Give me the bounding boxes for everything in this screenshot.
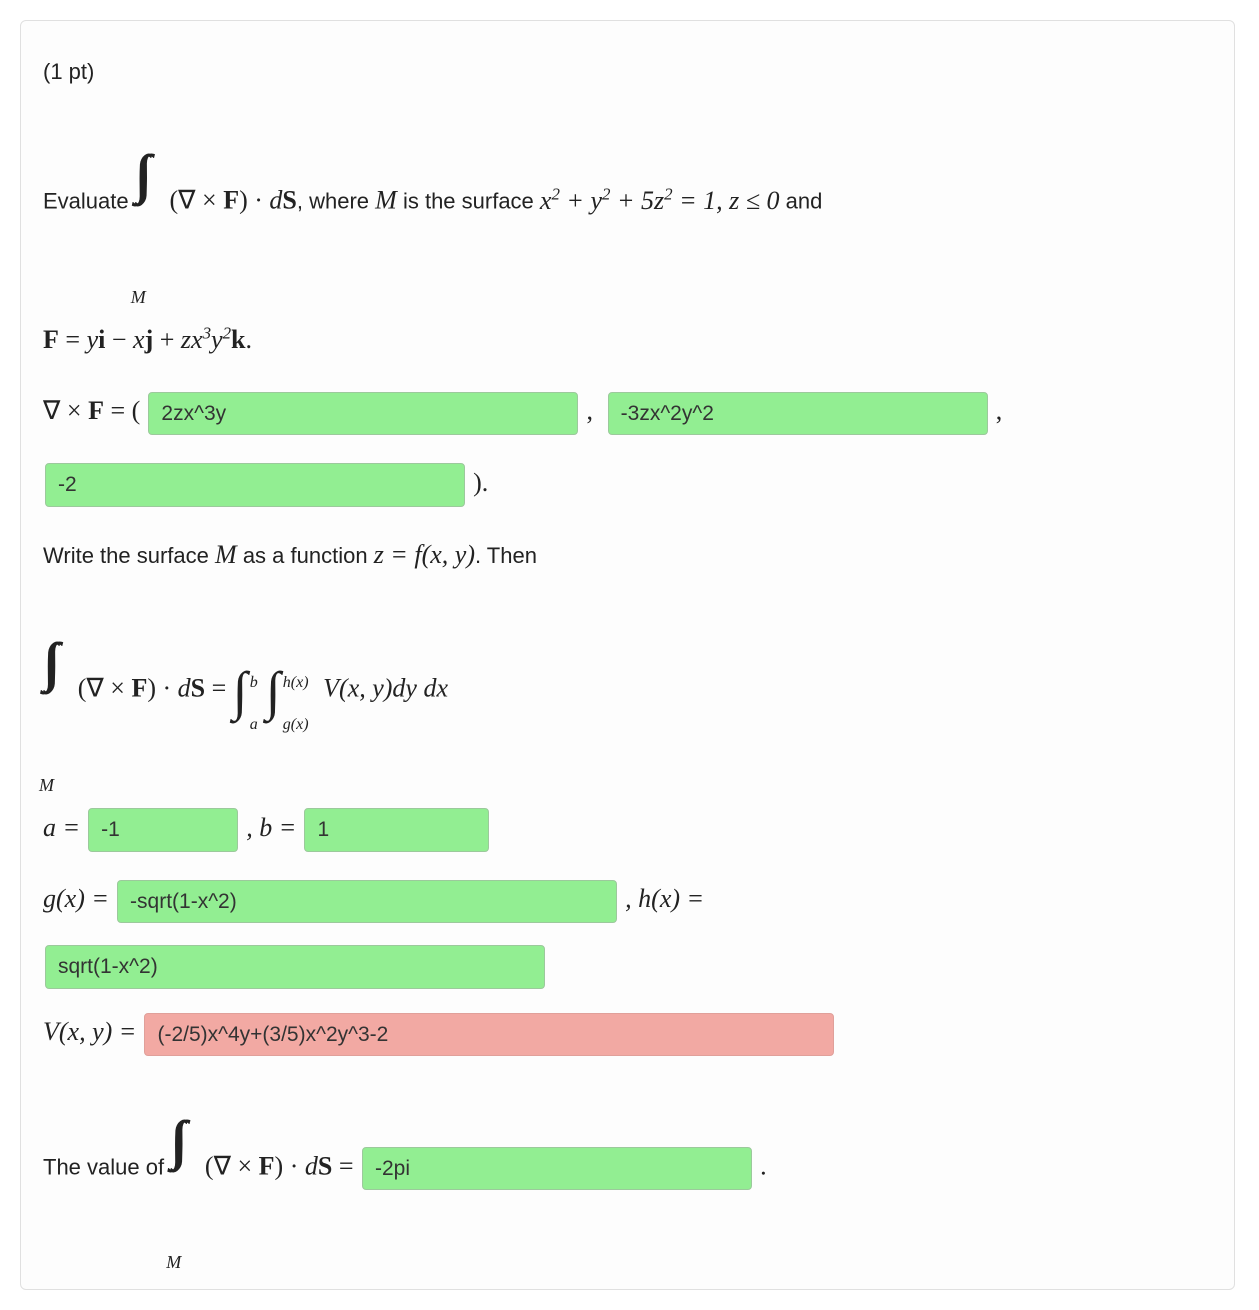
evaluate-line: Evaluate ∫∫M (∇ × F) · dS, where M is th… — [43, 104, 1212, 302]
comma-1: , — [587, 396, 600, 425]
a-label: a = — [43, 813, 80, 842]
evaluate-word: Evaluate — [43, 189, 129, 214]
curl-expr-2: (∇ × F) · dS = — [78, 674, 233, 703]
h-input[interactable]: sqrt(1-x^2) — [45, 945, 545, 988]
write-surface-line: Write the surface M as a function z = f(… — [43, 521, 1212, 589]
V-line: V(x, y) = (-2/5)x^4y+(3/5)x^2y^3-2 — [43, 998, 1212, 1066]
lim-g: g(x) — [283, 704, 309, 746]
int-dx: ∫ ba — [233, 621, 260, 761]
b-label: , b = — [246, 813, 296, 842]
curl-i-input[interactable]: 2zx^3y — [148, 392, 578, 435]
then-text: . Then — [475, 543, 537, 568]
surface-equation: x2 + y2 + 5z2 = 1, z ≤ 0 — [540, 186, 780, 215]
curl-line-1: ∇ × F = ( 2zx^3y , -3zx^2y^2 , — [43, 377, 1212, 445]
M-var-2: M — [215, 540, 237, 569]
write-text: Write the surface — [43, 543, 209, 568]
where-word: , where — [297, 189, 369, 214]
as-fn-text: as a function — [243, 543, 368, 568]
value-of-text: The value of — [43, 1154, 164, 1179]
points-line: (1 pt) — [43, 43, 1212, 100]
is-surface-text: is the surface — [403, 189, 534, 214]
V-label: V(x, y) = — [43, 1017, 136, 1046]
g-input[interactable]: -sqrt(1-x^2) — [117, 880, 617, 923]
double-integral-3: ∫∫M — [170, 1070, 199, 1268]
g-line: g(x) = -sqrt(1-x^2) , h(x) = — [43, 865, 1212, 933]
curl-k-input[interactable]: -2 — [45, 463, 465, 506]
curl-close: ). — [473, 468, 488, 497]
points-label: (1 pt) — [43, 59, 94, 84]
problem-panel: (1 pt) Evaluate ∫∫M (∇ × F) · dS, where … — [20, 20, 1235, 1290]
int-dy: ∫ h(x)g(x) — [266, 621, 311, 761]
curl-open: ∇ × F = ( — [43, 396, 140, 425]
curl-line-2: -2 ). — [43, 449, 1212, 517]
F-definition: F = yi − xj + zx3y2k. — [43, 306, 1212, 374]
double-integral-1: ∫∫M — [135, 104, 164, 302]
g-label: g(x) = — [43, 884, 109, 913]
final-line: The value of ∫∫M (∇ × F) · dS = -2pi . — [43, 1070, 1212, 1268]
lim-b: b — [250, 662, 258, 704]
final-input[interactable]: -2pi — [362, 1147, 752, 1190]
lim-h: h(x) — [283, 662, 309, 704]
final-period: . — [760, 1151, 767, 1180]
M-var: M — [375, 186, 397, 215]
comma-2: , — [996, 396, 1003, 425]
integrand: V(x, y)dy dx — [317, 674, 448, 703]
double-integral-2: ∫∫M — [43, 592, 72, 790]
curl-expr-1: (∇ × F) · dS — [169, 186, 296, 215]
lim-a: a — [250, 704, 258, 746]
V-input[interactable]: (-2/5)x^4y+(3/5)x^2y^3-2 — [144, 1013, 834, 1056]
ab-line: a = -1 , b = 1 — [43, 794, 1212, 862]
z-eq-f: z = f(x, y) — [374, 540, 475, 569]
b-input[interactable]: 1 — [304, 808, 489, 851]
h-line: sqrt(1-x^2) — [43, 937, 1212, 994]
curl-j-input[interactable]: -3zx^2y^2 — [608, 392, 988, 435]
h-label: , h(x) = — [625, 884, 704, 913]
curl-expr-3: (∇ × F) · dS = — [205, 1151, 360, 1180]
and-word: and — [786, 189, 823, 214]
integral-equation-line: ∫∫M (∇ × F) · dS = ∫ ba ∫ h(x)g(x) V(x, … — [43, 592, 1212, 790]
a-input[interactable]: -1 — [88, 808, 238, 851]
